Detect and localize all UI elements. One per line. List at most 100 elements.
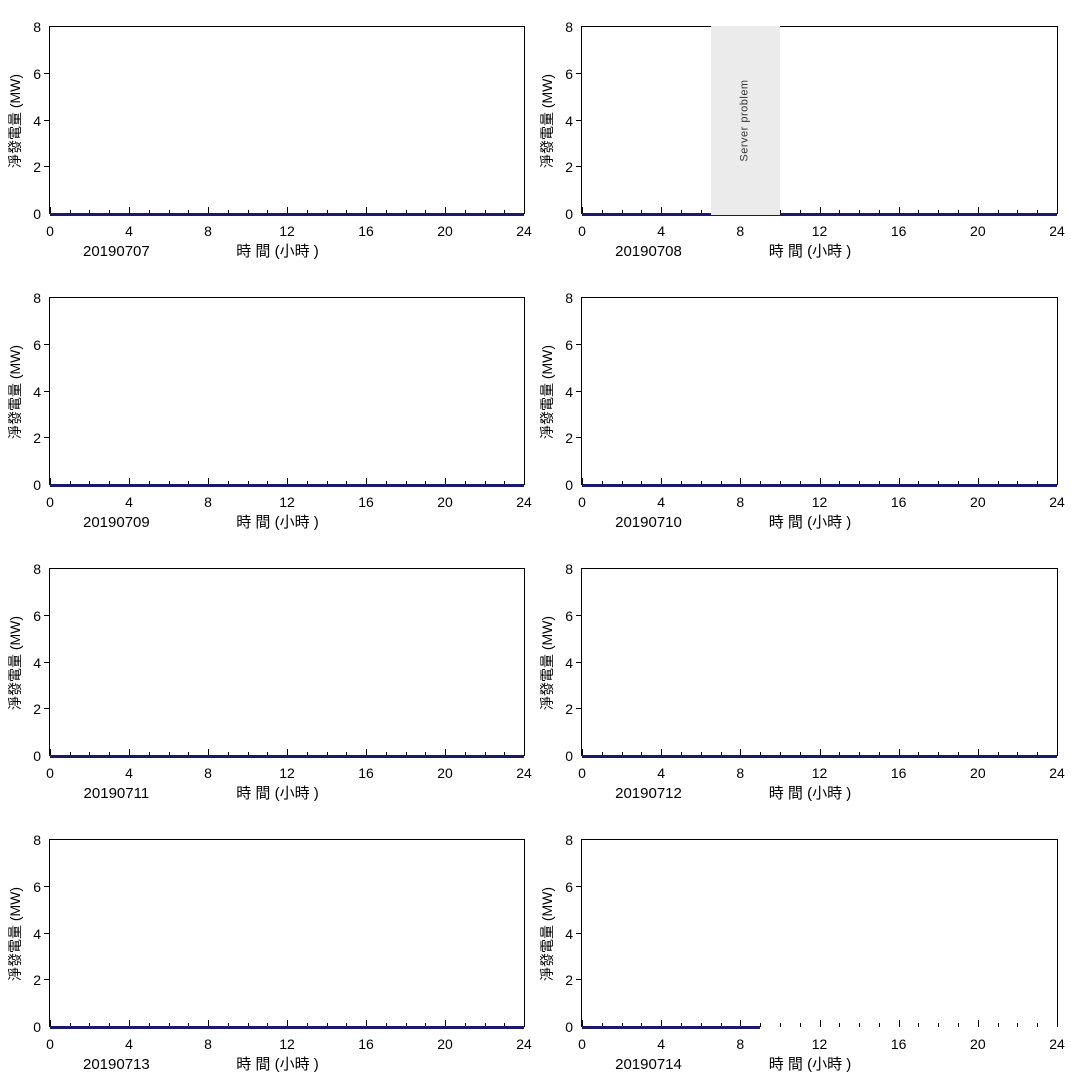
x-minor-tick (89, 481, 91, 485)
x-tick-label: 24 (516, 1036, 532, 1052)
y-tick-label: 2 (565, 430, 573, 447)
y-tick-label: 4 (565, 925, 573, 942)
x-minor-tick (425, 752, 427, 756)
y-axis-title: 淨發電量 (MW) (7, 615, 23, 710)
y-tick-label: 2 (565, 701, 573, 718)
y-tick-label: 2 (33, 159, 41, 176)
x-minor-tick (504, 1023, 506, 1027)
x-minor-tick (997, 752, 999, 756)
x-minor-tick (346, 210, 348, 214)
date-label: 20190707 (82, 243, 150, 260)
x-minor-tick (405, 752, 407, 756)
x-minor-tick (779, 210, 781, 214)
x-minor-tick (760, 481, 762, 485)
x-minor-tick (385, 210, 387, 214)
x-minor-tick (188, 210, 190, 214)
x-minor-tick (878, 481, 880, 485)
x-axis-title: 時 間 (小時 ) (236, 514, 319, 531)
x-major-tick (1057, 749, 1058, 756)
x-minor-tick (148, 1023, 150, 1027)
x-minor-tick (267, 752, 269, 756)
x-minor-tick (918, 1023, 920, 1027)
x-major-tick (365, 749, 367, 756)
series-line (582, 755, 1057, 758)
series-line (582, 484, 1057, 487)
x-major-tick (524, 478, 525, 485)
x-minor-tick (641, 210, 643, 214)
x-minor-tick (227, 752, 229, 756)
y-tick (576, 661, 581, 663)
y-axis-title: 淨發電量 (MW) (7, 73, 23, 168)
x-minor-tick (326, 210, 328, 214)
plot-area: 淨發電量 (MW) 0 4 8 12 16 20 24 0 2 4 6 8 20190711 時 間 (小時… (7, 562, 532, 801)
x-major-tick (524, 207, 525, 214)
y-tick (44, 661, 49, 663)
x-tick-label: 20 (970, 1036, 986, 1052)
y-tick (44, 72, 49, 74)
x-tick-label: 24 (1049, 223, 1065, 239)
x-minor-tick (799, 481, 801, 485)
date-label: 20190711 (83, 785, 150, 802)
x-minor-tick (799, 1023, 801, 1027)
x-minor-tick (148, 481, 150, 485)
x-major-tick (898, 749, 900, 756)
y-tick (576, 932, 581, 934)
x-minor-tick (601, 210, 603, 214)
chart-cell: 淨發電量 (MW) 0 4 8 12 16 20 24 0 2 4 6 8 20190709 時 間 (小時… (0, 271, 541, 542)
x-minor-tick (148, 210, 150, 214)
x-tick-label: 0 (46, 223, 54, 239)
x-minor-tick (247, 1023, 249, 1027)
x-minor-tick (464, 752, 466, 756)
x-tick-label: 16 (358, 494, 374, 510)
x-minor-tick (1017, 210, 1019, 214)
x-minor-tick (760, 752, 762, 756)
x-minor-tick (601, 481, 603, 485)
x-tick-label: 12 (811, 223, 828, 239)
x-tick-label: 4 (125, 223, 133, 239)
x-tick-label: 16 (890, 223, 907, 239)
y-tick-label: 2 (33, 972, 41, 989)
x-major-tick (445, 207, 446, 214)
x-minor-tick (1037, 1023, 1039, 1027)
x-minor-tick (700, 210, 702, 214)
x-tick-label: 12 (811, 1036, 828, 1052)
x-minor-tick (878, 752, 880, 756)
plot-area: 淨發電量 (MW) 0 4 8 12 16 20 24 0 2 4 6 8 20190713 時 間 (小時… (7, 833, 532, 1072)
x-tick-label: 20 (437, 494, 453, 510)
x-minor-tick (859, 210, 861, 214)
x-minor-tick (385, 481, 387, 485)
x-minor-tick (958, 481, 960, 485)
y-tick (44, 166, 49, 168)
x-tick-label: 12 (279, 765, 295, 781)
x-major-tick (50, 749, 51, 756)
y-tick-label: 4 (33, 654, 41, 671)
x-tick-label: 16 (358, 1036, 374, 1052)
y-tick (44, 708, 49, 710)
x-minor-tick (918, 210, 920, 214)
x-minor-tick (641, 752, 643, 756)
x-tick-label: 8 (736, 494, 745, 510)
x-tick-label: 0 (578, 494, 586, 510)
x-major-tick (287, 207, 288, 214)
x-tick-label: 4 (657, 765, 666, 781)
x-major-tick (740, 749, 742, 756)
y-axis-title: 淨發電量 (MW) (539, 886, 555, 981)
x-minor-tick (997, 210, 999, 214)
x-minor-tick (109, 210, 111, 214)
x-minor-tick (267, 210, 269, 214)
x-minor-tick (484, 481, 486, 485)
x-minor-tick (621, 1023, 623, 1027)
y-tick (44, 437, 49, 439)
x-axis-title: 時 間 (小時 ) (768, 785, 852, 802)
y-tick (576, 708, 581, 710)
x-minor-tick (464, 1023, 466, 1027)
x-tick-label: 8 (204, 494, 212, 510)
x-minor-tick (958, 752, 960, 756)
x-minor-tick (306, 1023, 308, 1027)
x-minor-tick (799, 210, 801, 214)
x-minor-tick (680, 1023, 682, 1027)
series-line (50, 755, 524, 758)
y-tick-label: 2 (33, 701, 41, 718)
x-major-tick (128, 478, 130, 485)
x-minor-tick (878, 210, 880, 214)
